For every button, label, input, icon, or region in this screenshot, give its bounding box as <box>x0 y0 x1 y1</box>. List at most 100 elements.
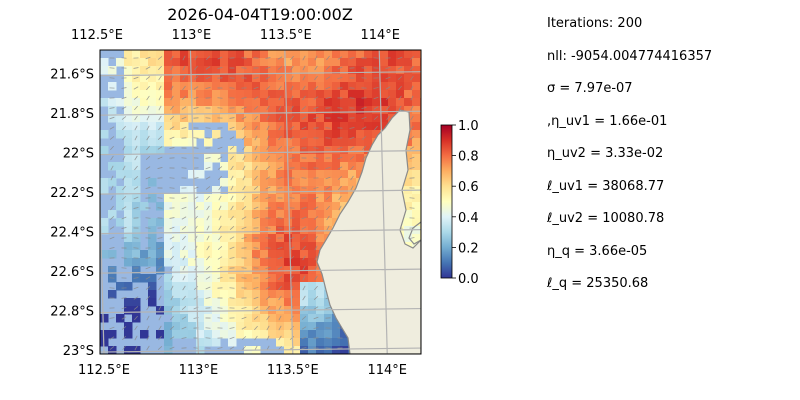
heatmap-cell-805 <box>308 250 317 259</box>
heatmap-cell-80 <box>132 106 141 115</box>
heatmap-cell-400 <box>220 226 229 235</box>
heatmap-cell-389 <box>220 82 229 91</box>
heatmap-cell-687 <box>284 218 293 227</box>
heatmap-cell-293 <box>196 58 205 67</box>
heatmap-cell-170 <box>164 50 173 59</box>
heatmap-cell-834 <box>316 178 325 187</box>
vector-93 <box>146 85 150 91</box>
heatmap-cell-447 <box>228 330 237 339</box>
stat-line-0: Iterations: 200 <box>547 16 643 31</box>
vector-288 <box>218 235 222 241</box>
vector-258 <box>206 235 210 241</box>
heatmap-cell-904 <box>332 130 341 139</box>
vector-439 <box>277 247 283 249</box>
heatmap-cell-487 <box>244 82 253 91</box>
vector-414 <box>265 296 271 300</box>
vector-424 <box>278 95 282 101</box>
vector-13 <box>110 185 114 191</box>
heatmap-cell-188 <box>164 242 173 251</box>
vector-345 <box>241 206 247 210</box>
heatmap-cell-16 <box>108 106 117 115</box>
heatmap-cell-83 <box>132 130 141 139</box>
heatmap-cell-165 <box>156 250 165 259</box>
vector-311 <box>230 165 234 171</box>
heatmap-cell-496 <box>244 154 253 163</box>
heatmap-cell-235 <box>180 90 189 99</box>
heatmap-cell-1279 <box>412 90 421 99</box>
heatmap-cell-241 <box>180 138 189 147</box>
heatmap-cell-162 <box>156 202 165 211</box>
heatmap-cell-749 <box>300 106 309 115</box>
heatmap-cell-380 <box>212 306 221 315</box>
vector-396 <box>266 115 270 121</box>
heatmap-cell-828 <box>316 130 325 139</box>
heatmap-cell-366 <box>212 194 221 203</box>
heatmap-cell-210 <box>172 130 181 139</box>
vector-5 <box>109 107 115 109</box>
vector-251 <box>205 166 211 170</box>
heatmap-cell-344 <box>204 266 213 275</box>
vector-143 <box>158 285 162 291</box>
heatmap-cell-230 <box>180 50 189 59</box>
vector-611 <box>350 165 354 171</box>
heatmap-cell-940 <box>340 114 349 123</box>
heatmap-cell-261 <box>188 50 197 59</box>
heatmap-cell-498 <box>244 170 253 179</box>
heatmap-cell-48 <box>124 114 133 123</box>
heatmap-cell-784 <box>308 82 317 91</box>
heatmap-cell-636 <box>276 106 285 115</box>
vector-418 <box>266 335 270 341</box>
heatmap-cell-586 <box>260 282 269 291</box>
heatmap-cell-649 <box>276 210 285 219</box>
heatmap-cell-542 <box>252 226 261 235</box>
heatmap-cell-1129 <box>380 106 389 115</box>
heatmap-cell-420 <box>228 98 237 107</box>
heatmap-cell-599 <box>268 98 277 107</box>
heatmap-cell-9 <box>100 250 109 259</box>
heatmap-cell-949 <box>340 186 349 195</box>
vector-256 <box>206 215 210 221</box>
heatmap-cell-125 <box>148 58 157 67</box>
heatmap-cell-450 <box>236 58 245 67</box>
vector-430 <box>277 156 283 160</box>
heatmap-cell-159 <box>156 130 165 139</box>
heatmap-cell-1290 <box>412 178 421 187</box>
vector-94 <box>146 95 150 101</box>
heatmap-cell-980 <box>348 130 357 139</box>
heatmap-cell-88 <box>132 170 141 179</box>
heatmap-cell-1278 <box>412 82 421 91</box>
heatmap-cell-173 <box>164 74 173 83</box>
heatmap-cell-95 <box>132 226 141 235</box>
vector-768 <box>409 237 415 239</box>
heatmap-cell-448 <box>228 338 237 347</box>
heatmap-cell-1202 <box>396 82 405 91</box>
vector-460 <box>289 157 295 159</box>
heatmap-cell-142 <box>148 242 157 251</box>
vector-695 <box>386 105 390 111</box>
heatmap-cell-688 <box>284 226 293 235</box>
vector-122 <box>158 75 162 81</box>
vector-158 <box>169 136 175 140</box>
heatmap-cell-471 <box>236 242 245 251</box>
heatmap-cell-821 <box>316 74 325 83</box>
heatmap-cell-861 <box>324 90 333 99</box>
heatmap-cell-483 <box>244 50 253 59</box>
heatmap-cell-370 <box>212 226 221 235</box>
vector-394 <box>266 95 270 101</box>
heatmap-cell-1022 <box>356 162 365 171</box>
heatmap-cell-634 <box>276 90 285 99</box>
vector-696 <box>386 115 390 121</box>
heatmap-cell-323 <box>204 50 213 59</box>
heatmap-cell-848 <box>316 290 325 299</box>
heatmap-cell-536 <box>252 178 261 187</box>
heatmap-cell-887 <box>324 298 333 307</box>
heatmap-cell-507 <box>244 242 253 251</box>
heatmap-cell-401 <box>220 234 229 243</box>
heatmap-cell-219 <box>172 250 181 259</box>
vector-102 <box>145 176 151 180</box>
heatmap-cell-266 <box>188 90 197 99</box>
heatmap-cell-544 <box>252 242 261 251</box>
colorbar-tick-5: 0.0 <box>458 272 479 287</box>
vector-362 <box>253 77 259 79</box>
vector-127 <box>158 125 162 131</box>
